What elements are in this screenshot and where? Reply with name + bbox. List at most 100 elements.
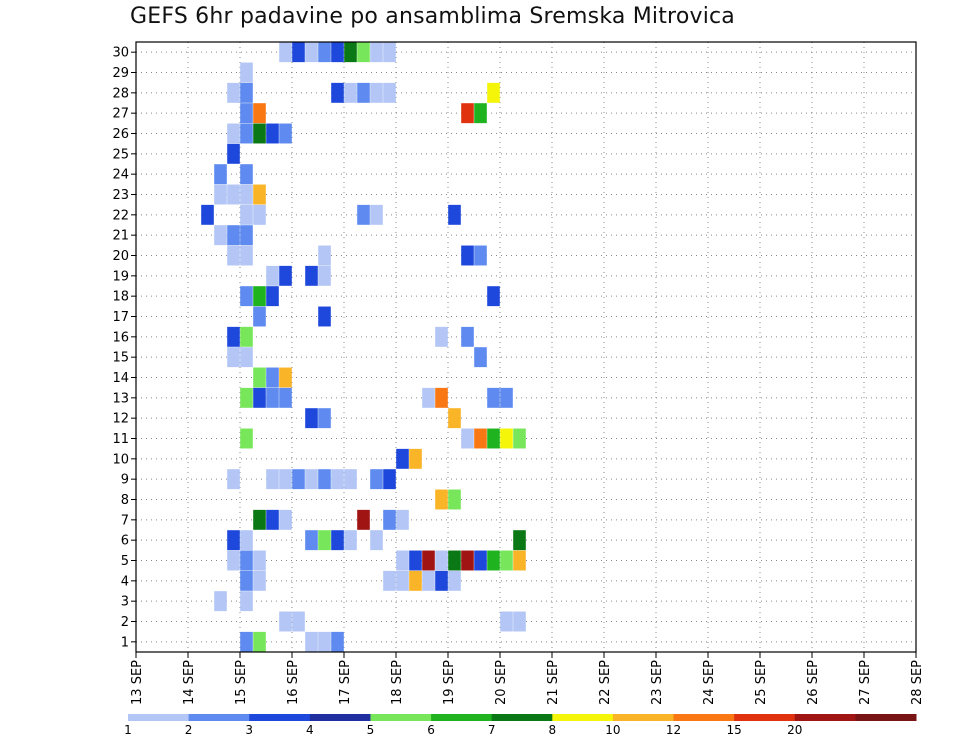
precip-cell — [253, 103, 266, 124]
precip-cell — [448, 204, 461, 225]
precip-cell — [487, 82, 500, 103]
precip-cell — [240, 245, 253, 266]
precip-cell — [240, 428, 253, 449]
colorbar-swatch — [734, 714, 796, 721]
precip-cell — [318, 408, 331, 429]
y-tick-label: 26 — [112, 127, 129, 142]
y-tick-label: 17 — [112, 310, 129, 325]
precip-cell — [474, 347, 487, 368]
precip-cell — [435, 550, 448, 571]
precip-cell — [253, 204, 266, 225]
precip-cell — [305, 42, 318, 63]
precip-cell — [240, 123, 253, 144]
precip-cell — [240, 103, 253, 124]
y-tick-label: 29 — [112, 66, 129, 81]
precip-cell — [344, 82, 357, 103]
precip-cell — [487, 550, 500, 571]
precip-cell — [344, 42, 357, 63]
precip-cell — [513, 428, 526, 449]
x-tick-label: 14 SEP — [182, 660, 197, 705]
precip-cell — [383, 570, 396, 591]
precip-cell — [279, 123, 292, 144]
x-tick-label: 21 SEP — [546, 660, 561, 705]
precip-cell — [227, 82, 240, 103]
precip-cell — [448, 489, 461, 510]
precip-cell — [383, 469, 396, 490]
precip-cell — [318, 245, 331, 266]
y-tick-label: 7 — [121, 513, 129, 528]
y-tick-label: 25 — [112, 147, 129, 162]
precip-cell — [214, 225, 227, 246]
precip-cell — [240, 591, 253, 612]
precip-cell — [383, 42, 396, 63]
y-tick-label: 27 — [112, 107, 129, 122]
precip-cell — [305, 469, 318, 490]
plot-frame — [135, 41, 917, 653]
colorbar-swatch — [188, 714, 250, 721]
precip-cell — [331, 631, 344, 652]
precip-cell — [396, 509, 409, 530]
precip-cell — [227, 225, 240, 246]
colorbar-swatch — [309, 714, 371, 721]
precip-cell — [500, 387, 513, 408]
colorbar-swatch — [855, 714, 917, 721]
precip-cell — [240, 387, 253, 408]
precip-cell — [227, 123, 240, 144]
colorbar-swatch — [612, 714, 675, 721]
precip-cell — [279, 469, 292, 490]
precip-cell — [253, 631, 266, 652]
precip-cell — [448, 550, 461, 571]
precip-cell — [227, 326, 240, 347]
precip-cell — [292, 611, 305, 632]
y-tick-label: 28 — [112, 86, 129, 101]
precip-cell — [461, 245, 474, 266]
colorbar-label: 3 — [245, 723, 253, 737]
precip-cell — [292, 469, 305, 490]
precip-cell — [305, 265, 318, 286]
precip-cell — [292, 42, 305, 63]
precip-cell — [253, 286, 266, 307]
colorbar-label: 20 — [787, 723, 802, 737]
precip-cell — [435, 387, 448, 408]
precip-cell — [214, 164, 227, 185]
precip-cell — [396, 448, 409, 469]
precip-cell — [253, 184, 266, 205]
x-tick-label: 16 SEP — [286, 660, 301, 705]
y-tick-label: 20 — [112, 249, 129, 264]
precip-cell — [253, 550, 266, 571]
precip-cell — [331, 530, 344, 551]
precip-cell — [240, 204, 253, 225]
precip-cell — [318, 265, 331, 286]
colorbar-label: 5 — [367, 723, 375, 737]
precip-cell — [227, 143, 240, 164]
precip-cell — [253, 570, 266, 591]
precip-cell — [461, 550, 474, 571]
x-tick-label: 25 SEP — [754, 660, 769, 705]
precip-cell — [370, 204, 383, 225]
precip-cell — [461, 428, 474, 449]
precip-cell — [370, 530, 383, 551]
y-tick-label: 10 — [112, 452, 129, 467]
precip-cell — [318, 469, 331, 490]
colorbar-swatch — [128, 714, 190, 721]
precip-cell — [305, 408, 318, 429]
precip-cell — [266, 469, 279, 490]
chart-title: GEFS 6hr padavine po ansamblima Sremska … — [130, 4, 735, 29]
y-tick-label: 4 — [121, 574, 129, 589]
y-tick-label: 3 — [121, 595, 129, 610]
precip-cell — [396, 570, 409, 591]
precip-cell — [487, 428, 500, 449]
precip-cell — [409, 448, 422, 469]
precip-cell — [240, 225, 253, 246]
y-tick-label: 19 — [112, 269, 129, 284]
precip-cell — [487, 387, 500, 408]
precip-cell — [357, 82, 370, 103]
precip-cell — [227, 347, 240, 368]
x-tick-label: 28 SEP — [910, 660, 925, 705]
x-tick-label: 22 SEP — [598, 660, 613, 705]
precip-cell — [448, 570, 461, 591]
precip-cell — [279, 42, 292, 63]
precip-cell — [279, 387, 292, 408]
colorbar-label: 2 — [185, 723, 193, 737]
precip-cell — [513, 550, 526, 571]
